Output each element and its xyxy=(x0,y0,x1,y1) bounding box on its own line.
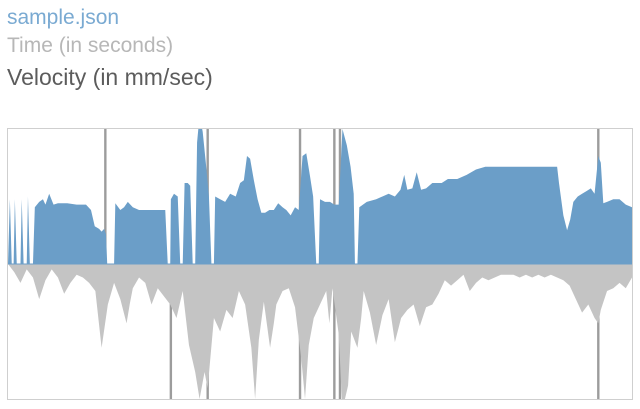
spike-mark xyxy=(169,264,173,399)
x-axis-label: Time (in seconds) xyxy=(7,34,174,57)
negative-velocity-area xyxy=(8,264,632,399)
velocity-chart xyxy=(8,129,632,399)
chart-header: sample.json Time (in seconds) Velocity (… xyxy=(7,4,213,93)
y-axis-label: Velocity (in mm/sec) xyxy=(7,64,213,90)
chart-frame xyxy=(7,128,633,400)
spike-mark xyxy=(104,129,107,264)
area-layer xyxy=(8,129,632,399)
positive-velocity-area xyxy=(8,129,632,264)
file-name-link[interactable]: sample.json xyxy=(7,6,120,29)
